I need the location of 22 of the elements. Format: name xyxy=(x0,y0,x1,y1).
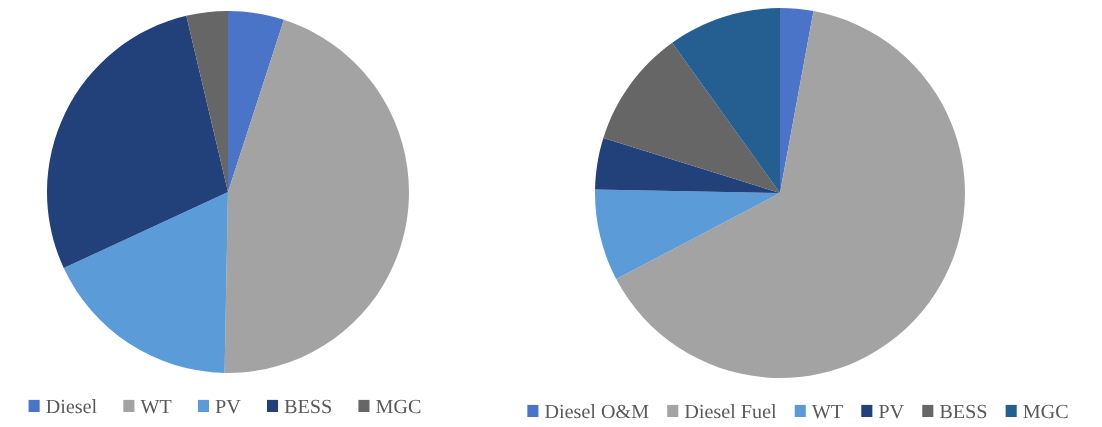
pie-slice xyxy=(47,15,228,269)
pie-slice xyxy=(186,11,228,192)
pie-slice xyxy=(63,192,228,373)
pie-slice xyxy=(595,138,780,193)
pie-slice xyxy=(603,42,780,193)
legend-label: MGC xyxy=(376,399,421,414)
pie-slice xyxy=(616,11,965,378)
legend-label: PV xyxy=(215,399,241,414)
legend-label: BESS xyxy=(939,404,987,419)
pie-slice xyxy=(228,11,284,192)
legend-label: MGC xyxy=(1023,404,1068,419)
legend-label: BESS xyxy=(284,399,331,414)
pie-slice xyxy=(224,19,409,373)
legend-label: Diesel O&M xyxy=(545,404,649,419)
pie-slice xyxy=(672,8,780,193)
legend-label: WT xyxy=(811,404,843,419)
legend-label: WT xyxy=(140,399,172,414)
pie-slice xyxy=(780,8,814,193)
legend-label: PV xyxy=(878,404,904,419)
pie-slice xyxy=(595,189,780,280)
legend-label: Diesel xyxy=(46,399,97,414)
legend-label: Diesel Fuel xyxy=(684,404,777,419)
